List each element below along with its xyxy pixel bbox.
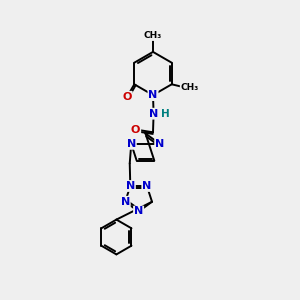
Text: O: O — [131, 125, 140, 135]
Text: N: N — [127, 139, 136, 149]
Text: H: H — [160, 109, 169, 119]
Text: N: N — [148, 90, 158, 100]
Text: CH₃: CH₃ — [181, 83, 199, 92]
Text: CH₃: CH₃ — [144, 31, 162, 40]
Text: N: N — [149, 109, 158, 119]
Text: N: N — [155, 139, 164, 149]
Text: N: N — [121, 197, 130, 207]
Text: N: N — [126, 181, 135, 191]
Text: N: N — [134, 206, 143, 217]
Text: N: N — [142, 181, 152, 191]
Text: O: O — [122, 92, 132, 102]
